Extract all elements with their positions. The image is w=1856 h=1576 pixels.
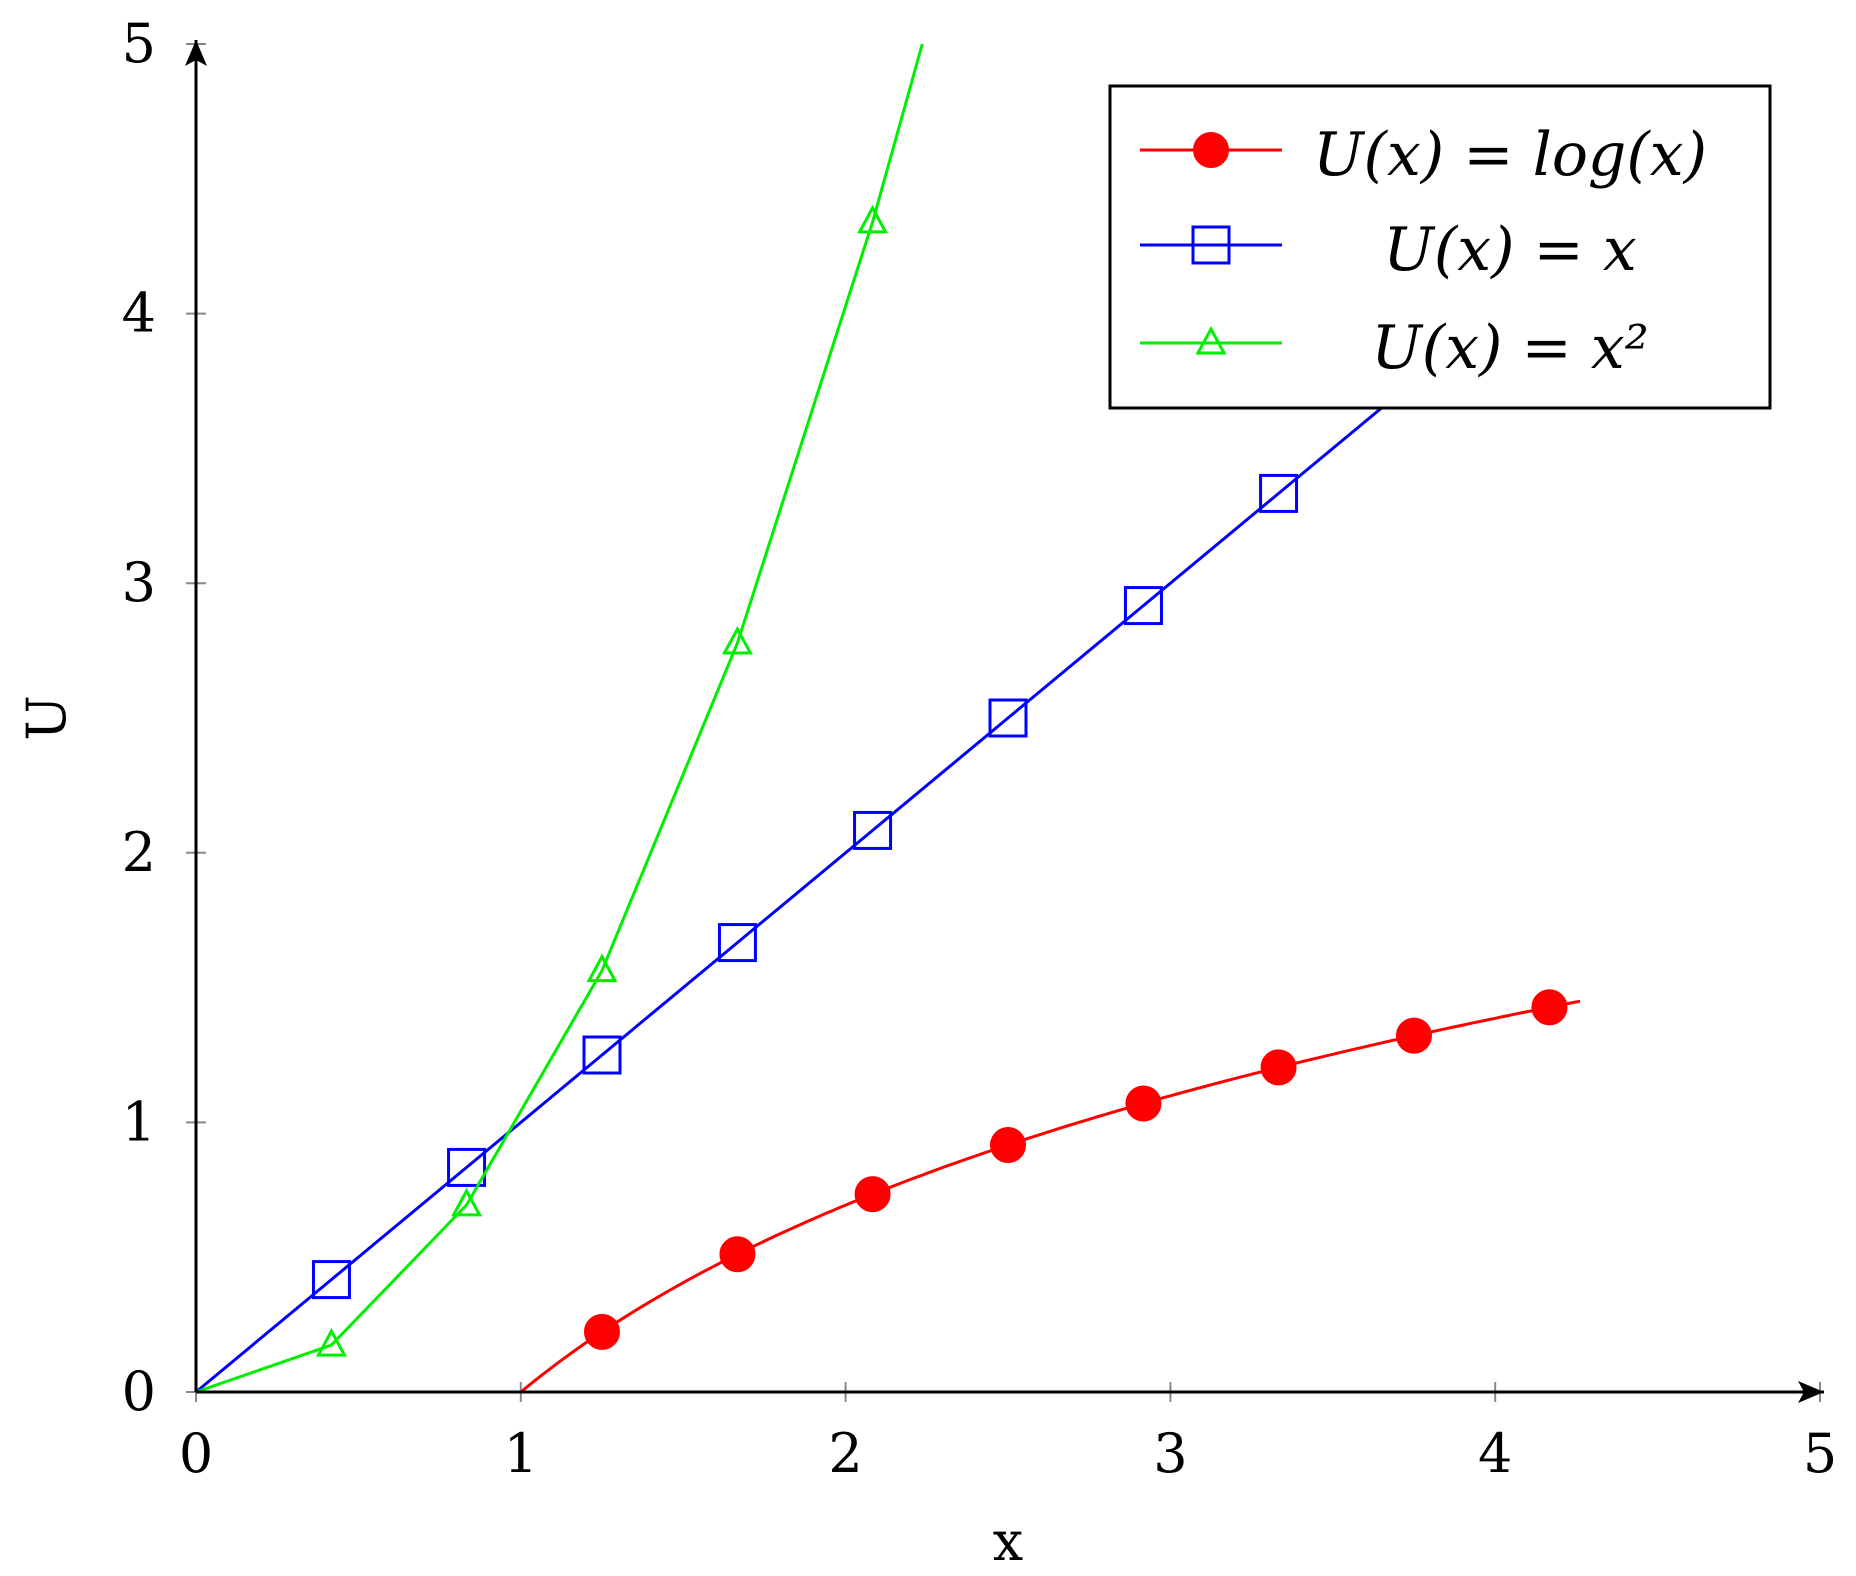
series-1-marker <box>1396 1017 1432 1054</box>
x-axis-title: x <box>993 1510 1023 1573</box>
series-2-marker <box>447 1147 487 1187</box>
series-2-marker <box>853 810 893 850</box>
series-1-marker <box>1531 989 1568 1026</box>
series-1-marker <box>1125 1085 1162 1122</box>
series-2-marker <box>582 1035 622 1075</box>
y-tick-label: 1 <box>122 1090 156 1153</box>
tick-labels: 0 1 2 3 4 5 0 1 2 3 4 5 <box>122 12 1838 1485</box>
series-1-marker <box>1260 1049 1297 1086</box>
series-3-marker <box>315 1327 347 1357</box>
y-tick-label: 3 <box>122 551 156 614</box>
y-axis-title: U <box>15 695 78 741</box>
series-line-1 <box>519 999 1580 1394</box>
x-tick-label: 3 <box>1153 1422 1187 1485</box>
series-1-marker <box>1668 965 1702 999</box>
legend-entry-1-label: U(x) = log(x) <box>1313 120 1707 190</box>
x-tick-label: 1 <box>504 1422 538 1485</box>
series-1-marker <box>1803 941 1837 975</box>
series-2-marker <box>717 923 757 963</box>
x-tick-label: 5 <box>1803 1422 1837 1485</box>
legend-swatch-marker-1 <box>1193 132 1229 168</box>
legend-swatch-marker-3 <box>1195 325 1227 355</box>
series-3-marker <box>857 204 889 234</box>
series-line-3 <box>195 43 924 1394</box>
legend: U(x) = log(x) U(x) = x U(x) = x² <box>1108 84 1772 410</box>
axes <box>185 40 1824 1403</box>
x-tick-label: 2 <box>828 1422 862 1485</box>
series-layer <box>195 26 1838 1394</box>
legend-entry-2-label: U(x) = x <box>1383 215 1636 285</box>
y-tick-label: 4 <box>122 282 156 345</box>
x-axis-arrow-icon <box>1798 1381 1824 1403</box>
series-3-marker <box>586 953 618 983</box>
x-tick-label: 4 <box>1478 1422 1512 1485</box>
y-tick-label: 5 <box>122 12 156 75</box>
series-1-marker <box>584 1313 620 1350</box>
series-2-marker <box>1123 586 1163 626</box>
x-tick-label: 0 <box>179 1422 213 1485</box>
series-3-marker <box>721 625 753 655</box>
legend-swatch-marker-2 <box>1191 225 1231 265</box>
series-1-marker <box>990 1127 1026 1164</box>
y-tick-label: 0 <box>122 1360 156 1423</box>
legend-entry-3-label: U(x) = x² <box>1371 313 1649 383</box>
series-1-marker <box>719 1236 756 1273</box>
series-2-marker <box>1259 473 1299 513</box>
series-1-marker <box>854 1176 891 1213</box>
y-axis-arrow-icon <box>185 40 207 66</box>
series-3-marker <box>451 1187 483 1217</box>
series-2-marker <box>311 1260 351 1300</box>
y-tick-label: 2 <box>122 821 156 884</box>
series-2-marker <box>1802 26 1838 62</box>
series-2-marker <box>988 698 1028 738</box>
